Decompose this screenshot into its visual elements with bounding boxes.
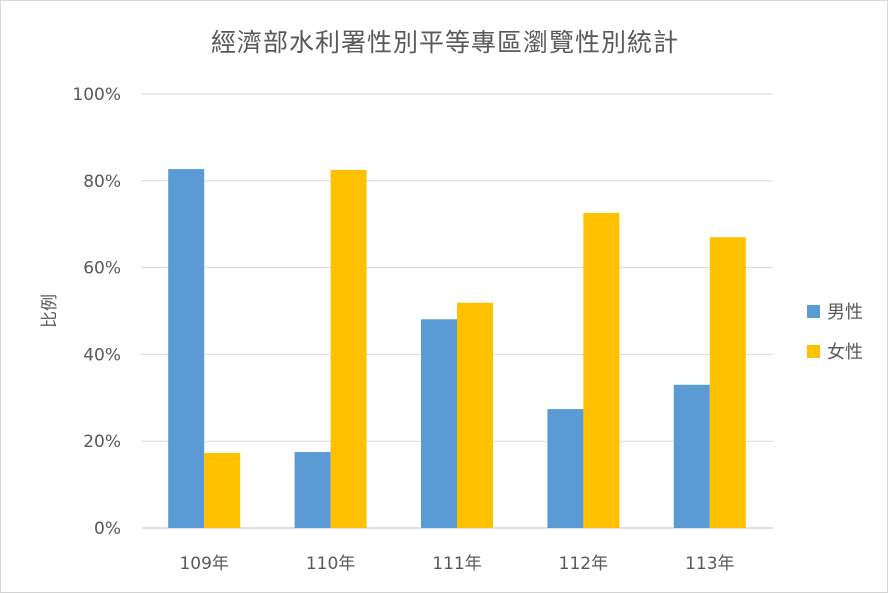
x-tick-label: 111年 — [432, 554, 481, 574]
y-tick-label: 20% — [83, 432, 121, 452]
y-tick-labels: 0% 20% 40% 60% 80% 100% — [72, 85, 121, 539]
y-tick-label: 80% — [83, 172, 121, 192]
bar-female-2 — [457, 302, 493, 528]
y-axis-label: 比例 — [40, 294, 60, 328]
y-tick-label: 0% — [94, 519, 121, 539]
bar-female-0 — [204, 452, 241, 528]
legend-label-female: 女性 — [827, 342, 863, 363]
legend-swatch-female — [807, 345, 820, 358]
bar-male-1 — [294, 452, 331, 528]
chart-title: 經濟部水利署性別平等專區瀏覽性別統計 — [211, 28, 679, 57]
bar-male-4 — [673, 384, 710, 528]
x-tick-label: 112年 — [559, 554, 608, 574]
legend-label-male: 男性 — [827, 302, 863, 323]
y-tick-label: 100% — [72, 85, 121, 105]
y-tick-label: 60% — [83, 259, 121, 279]
bar-female-3 — [583, 212, 620, 528]
x-tick-label: 113年 — [685, 554, 734, 574]
bar-male-3 — [547, 409, 584, 528]
legend-swatch-male — [807, 305, 820, 318]
bars — [168, 169, 746, 528]
x-tick-labels: 109年 110年 111年 112年 113年 — [179, 554, 734, 574]
bar-male-2 — [421, 319, 457, 528]
bar-male-0 — [168, 169, 205, 528]
x-tick-label: 109年 — [179, 554, 228, 574]
bar-female-1 — [330, 169, 367, 528]
y-tick-label: 40% — [83, 345, 121, 365]
x-tick-label: 110年 — [306, 554, 355, 574]
bar-female-4 — [709, 237, 746, 528]
